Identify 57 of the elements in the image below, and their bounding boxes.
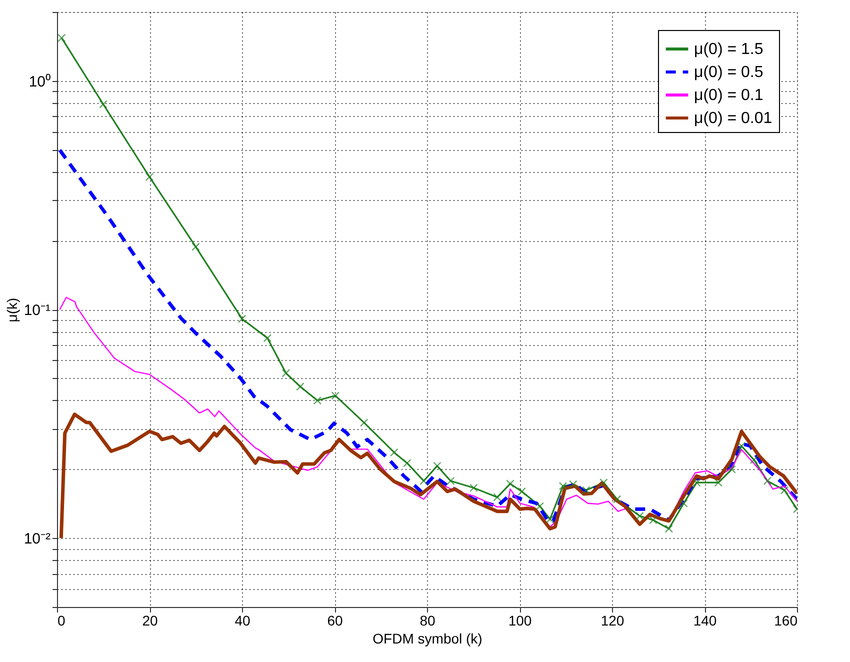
x-tick-label: 120 (600, 612, 624, 628)
point (750, 456, 758, 464)
point (714, 478, 723, 487)
point (780, 486, 789, 494)
legend-label: μ(0) = 1.5 (694, 41, 764, 58)
x-tick-label: 140 (693, 612, 717, 628)
point (664, 524, 674, 533)
point (649, 516, 658, 524)
point (145, 172, 154, 182)
line-series (59, 412, 797, 540)
point (636, 512, 644, 520)
point (493, 493, 502, 502)
legend-label: μ(0) = 0.01 (694, 110, 772, 127)
point (536, 502, 544, 510)
point (57, 34, 66, 42)
point (470, 484, 478, 492)
point (390, 448, 398, 457)
y-tick-label: 10⁰ (28, 73, 50, 90)
point (763, 476, 772, 486)
point (263, 334, 272, 342)
x-tick-label: 160 (774, 612, 798, 628)
point (692, 478, 701, 487)
legend-label: μ(0) = 0.5 (694, 64, 764, 81)
x-tick-label: 40 (234, 612, 250, 628)
y-tick-label: 10⁻² (24, 530, 50, 548)
point (402, 458, 412, 468)
point (728, 465, 736, 474)
point (600, 478, 608, 487)
point (99, 100, 108, 108)
point (296, 382, 304, 391)
x-tick-label: 60 (327, 612, 343, 628)
x-tick-label: 80 (420, 612, 436, 628)
legend-label: μ(0) = 0.1 (694, 87, 764, 104)
y-axis-title: μ(k) (4, 298, 20, 322)
point (420, 476, 428, 486)
point (192, 242, 200, 251)
point (506, 480, 514, 488)
line-series (58, 148, 797, 523)
x-axis-title: OFDM symbol (k) (372, 630, 482, 646)
x-tick-label: 0 (58, 612, 66, 628)
point (612, 495, 622, 504)
point (331, 392, 340, 400)
point (546, 515, 554, 524)
point (518, 487, 526, 496)
point (238, 314, 246, 323)
point (558, 482, 568, 490)
point (582, 486, 590, 494)
point (433, 462, 442, 470)
point (569, 480, 578, 488)
point (313, 396, 322, 405)
y-tick-label: 10⁻¹ (24, 302, 50, 319)
x-tick-label: 100 (508, 612, 532, 628)
point (446, 476, 455, 486)
point (680, 499, 688, 508)
point (282, 368, 290, 378)
x-tick-label: 20 (142, 612, 158, 628)
point (737, 442, 746, 450)
